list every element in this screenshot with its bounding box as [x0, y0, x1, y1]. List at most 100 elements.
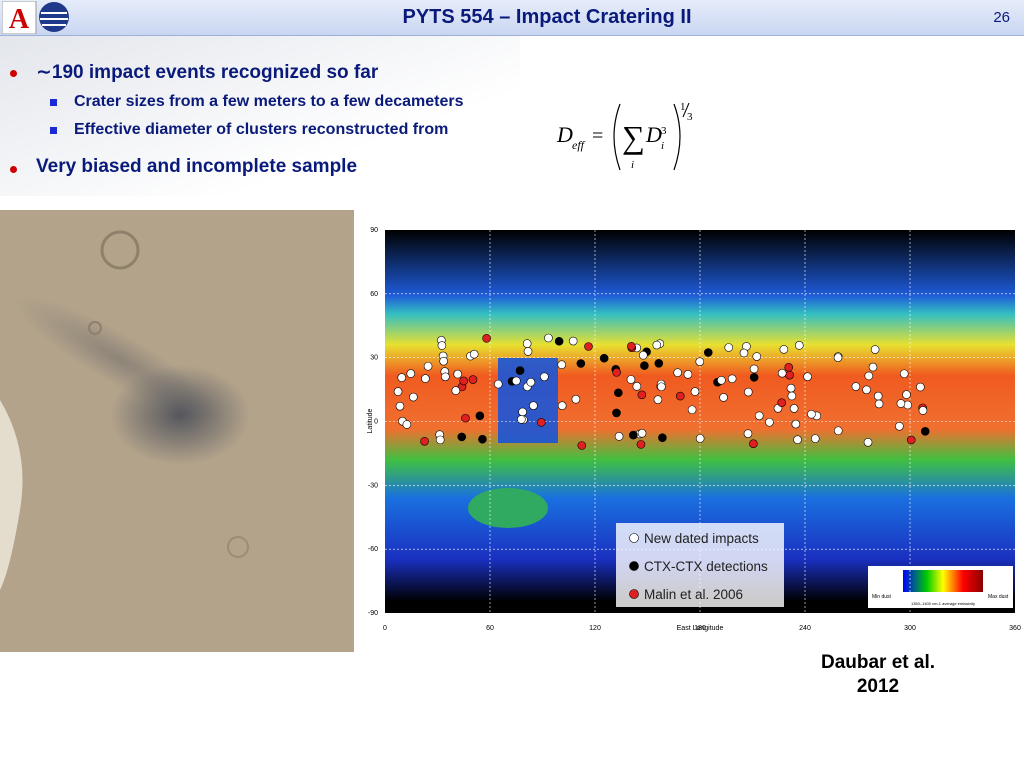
x-tick-label: 300 [904, 625, 916, 632]
impact-dot [640, 361, 649, 370]
impact-dot [571, 394, 581, 404]
background-texture [0, 36, 520, 196]
impact-dot [421, 374, 430, 383]
impact-dot [727, 374, 737, 384]
bullet [50, 127, 57, 134]
impact-dot [515, 366, 525, 375]
impact-dot [695, 357, 705, 366]
bullet-text: Crater sizes from a few meters to a few … [74, 93, 464, 110]
legend-text: CTX-CTX detections [644, 559, 768, 574]
impact-dot [749, 439, 758, 448]
impact-dot [906, 435, 916, 445]
x-tick-label: 0 [383, 625, 387, 632]
y-tick-label: -30 [368, 482, 378, 489]
legend-marker [629, 589, 639, 599]
impact-dot [629, 430, 638, 440]
impact-dot [719, 393, 728, 402]
impact-dot [451, 386, 461, 395]
formula-text: i [631, 159, 634, 171]
impact-dot [599, 353, 609, 363]
impact-dot [654, 358, 664, 368]
impact-dot [638, 350, 648, 360]
impact-dot [687, 405, 697, 415]
impact-dot [526, 377, 536, 387]
colorbar-text: Max dust [988, 594, 1009, 600]
formula-text: D [645, 122, 662, 147]
header-bar: A PYTS 554 – Impact Cratering II 26 [0, 0, 1024, 36]
impact-dot [803, 372, 812, 381]
impact-dot [833, 353, 843, 362]
page-number: 26 [993, 9, 1010, 26]
impact-dot [614, 432, 624, 441]
impact-dot [584, 342, 593, 351]
impact-dot [675, 391, 685, 401]
legend-text: Malin et al. 2006 [644, 587, 743, 602]
impact-dot [695, 434, 705, 443]
impact-dot [863, 437, 873, 447]
bullet-text: ∼190 impact events recognized so far [36, 62, 379, 83]
formula-text: eff [572, 138, 586, 152]
impact-dot [614, 388, 623, 398]
impact-dot [653, 395, 663, 404]
impact-dot [862, 385, 871, 395]
impact-dot [636, 440, 646, 449]
impact-dot [851, 382, 861, 391]
impact-dot [518, 407, 527, 417]
impact-dot [777, 398, 786, 408]
bullet [10, 70, 17, 77]
impact-dot [512, 376, 521, 386]
impact-dot [743, 387, 753, 397]
legend-text: New dated impacts [644, 531, 759, 546]
y-tick-label: 60 [370, 291, 378, 298]
impact-dot [577, 441, 587, 450]
formula-text: D [556, 122, 573, 147]
bullet [50, 99, 57, 106]
impact-dot [786, 383, 796, 393]
impact-dot [517, 415, 526, 424]
impact-dot [468, 375, 478, 384]
impact-dot [793, 435, 802, 445]
impact-dot [920, 427, 930, 436]
impact-dot [568, 336, 578, 346]
impact-dot [870, 345, 880, 354]
y-tick-label: 90 [370, 227, 378, 234]
citation: Daubar et al. 2012 [790, 651, 966, 699]
impact-dot [409, 392, 418, 402]
legend-marker [629, 533, 639, 543]
svg-text:A: A [9, 4, 30, 34]
impact-dot [899, 369, 909, 379]
impact-dot [652, 340, 662, 350]
formula-text: 1 [680, 101, 686, 113]
impact-dot [554, 336, 564, 346]
impact-dot [717, 375, 726, 385]
impact-dot [627, 341, 636, 351]
formula-text: ∑ [622, 119, 645, 155]
impact-dot [810, 434, 820, 443]
x-tick-label: 180 [694, 625, 706, 632]
impact-dot [673, 368, 682, 377]
impact-dot [493, 379, 503, 389]
impact-dot [529, 401, 538, 410]
impact-dot [637, 428, 647, 438]
formula-text: = [592, 125, 603, 147]
colorbar-text: Min dust [872, 594, 892, 600]
legend-marker [629, 561, 639, 571]
bullet-text: Effective diameter of clusters reconstru… [74, 121, 449, 138]
impact-dot [807, 409, 816, 419]
axis-label: East Longitude [677, 625, 724, 632]
bullet [10, 166, 17, 173]
impact-dot [557, 360, 567, 369]
impact-dot [752, 352, 762, 361]
impact-dot [393, 387, 403, 396]
impact-dot [612, 368, 621, 377]
impact-dot [482, 334, 491, 343]
x-tick-label: 360 [1009, 625, 1021, 632]
impact-dot [916, 382, 925, 392]
x-tick-label: 60 [486, 625, 494, 632]
impact-dot [765, 417, 774, 427]
impact-dot [469, 349, 479, 359]
impact-dot [895, 421, 904, 431]
impact-dot [864, 371, 874, 381]
impact-dot [657, 382, 666, 392]
